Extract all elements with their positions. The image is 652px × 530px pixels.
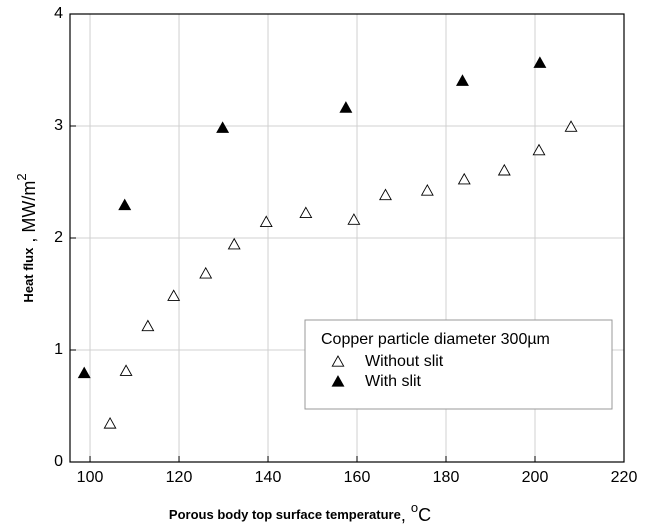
data-point xyxy=(77,366,91,379)
y-tick-label: 2 xyxy=(54,229,63,246)
y-tick-label: 0 xyxy=(54,453,63,470)
data-point xyxy=(339,101,353,113)
y-tick-label: 1 xyxy=(54,341,63,358)
y-unit-sup: 2 xyxy=(14,173,29,180)
x-tick-label: 200 xyxy=(522,469,549,486)
data-point xyxy=(533,56,547,68)
legend-label: With slit xyxy=(365,373,422,390)
data-point xyxy=(227,237,241,250)
data-point xyxy=(119,364,133,376)
y-axis-label: Heat flux , MW/m2 xyxy=(14,173,38,302)
x-label-text: Porous body top surface temperature xyxy=(169,507,401,522)
y-unit: , MW/m xyxy=(19,181,39,248)
x-axis-label: Porous body top surface temperature, oC xyxy=(169,500,431,524)
data-point xyxy=(379,188,392,201)
y-tick-label: 3 xyxy=(54,117,63,134)
plot-frame xyxy=(69,13,625,463)
data-point xyxy=(259,215,273,227)
data-point xyxy=(497,163,511,176)
y-tick-label: 4 xyxy=(54,5,63,22)
x-tick-label: 160 xyxy=(344,469,371,486)
data-point xyxy=(420,184,434,196)
y-label-text: Heat flux xyxy=(21,247,36,303)
legend-marker xyxy=(331,355,345,367)
x-tick-label: 180 xyxy=(433,469,460,486)
x-unit: , xyxy=(401,505,411,525)
x-tick-label: 140 xyxy=(255,469,282,486)
legend-box xyxy=(304,319,613,410)
data-point xyxy=(564,120,578,132)
data-point xyxy=(118,198,132,211)
x-tick-label: 100 xyxy=(77,469,104,486)
legend-title: Copper particle diameter 300µm xyxy=(321,331,550,348)
legend-marker xyxy=(331,375,345,387)
x-unit-tail: C xyxy=(418,505,431,525)
data-point xyxy=(167,289,181,301)
data-point xyxy=(299,206,313,219)
data-point xyxy=(457,172,471,185)
data-point xyxy=(456,74,469,86)
data-point xyxy=(103,416,117,429)
data-point xyxy=(532,143,546,156)
x-unit-sup: o xyxy=(411,500,418,515)
data-point xyxy=(199,266,213,279)
x-tick-label: 220 xyxy=(611,469,638,486)
data-point xyxy=(216,121,230,133)
data-point xyxy=(347,213,361,225)
legend-label: Without slit xyxy=(365,353,444,370)
data-point xyxy=(141,319,155,332)
x-tick-label: 120 xyxy=(166,469,193,486)
